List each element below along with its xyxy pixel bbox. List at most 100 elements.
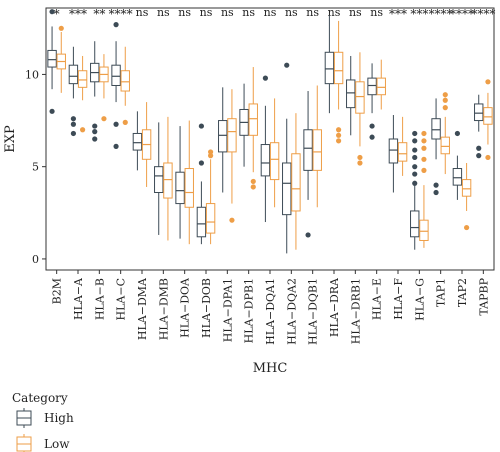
box-body bbox=[154, 166, 164, 194]
box-body bbox=[175, 171, 185, 205]
box-body bbox=[324, 51, 335, 85]
box-high bbox=[474, 94, 484, 159]
box-low bbox=[355, 52, 365, 166]
outlier-point bbox=[101, 116, 107, 122]
box-low bbox=[483, 79, 493, 161]
box-high bbox=[303, 91, 313, 238]
significance-label: ** bbox=[93, 7, 105, 21]
box-body bbox=[440, 136, 450, 155]
significance-label: **** bbox=[450, 7, 474, 21]
outlier-point bbox=[357, 154, 363, 161]
box-body bbox=[303, 129, 313, 171]
box-body bbox=[260, 144, 271, 177]
y-axis: 0 5 10 bbox=[25, 68, 46, 266]
significance-label: **** bbox=[109, 7, 133, 21]
box-body bbox=[111, 64, 121, 86]
x-tick-label: HLA−DRB1 bbox=[349, 278, 362, 344]
box-high bbox=[346, 55, 356, 136]
legend: Category High Low bbox=[12, 391, 74, 452]
box-body bbox=[367, 77, 377, 96]
outlier-point bbox=[198, 123, 204, 129]
outlier-point bbox=[442, 97, 448, 103]
box-low bbox=[56, 25, 66, 93]
outlier-point bbox=[464, 224, 470, 231]
outlier-point bbox=[454, 130, 460, 137]
outlier-point bbox=[433, 182, 439, 188]
x-tick-label: TAPBP bbox=[477, 277, 490, 315]
outlier-point bbox=[442, 105, 448, 111]
box-high bbox=[431, 98, 441, 196]
significance-label: ns bbox=[370, 6, 383, 19]
outlier-point bbox=[49, 9, 55, 15]
y-tick-label: 10 bbox=[25, 68, 39, 81]
x-tick-label: TAP1 bbox=[435, 278, 448, 307]
box-body bbox=[431, 118, 441, 140]
outlier-point bbox=[476, 145, 482, 151]
significance-label: ns bbox=[285, 6, 298, 19]
x-tick-label: HLA−DPB1 bbox=[243, 278, 256, 343]
box-body bbox=[120, 70, 130, 92]
legend-label: Low bbox=[44, 437, 70, 451]
outlier-point bbox=[92, 136, 98, 142]
significance-label: ns bbox=[157, 6, 170, 19]
outlier-point bbox=[412, 138, 418, 144]
x-tick-label: TAP2 bbox=[456, 278, 469, 307]
box-low bbox=[312, 85, 322, 208]
outlier-point bbox=[336, 132, 342, 138]
outlier-point bbox=[485, 154, 491, 161]
box-high bbox=[452, 130, 463, 200]
x-axis: B2M HLA−A HLA−B HLA−C HLA−DMA HLA−DMB HLA−DOA H… bbox=[51, 270, 490, 345]
box-low bbox=[397, 116, 408, 176]
significance-label: ns bbox=[221, 6, 234, 19]
outlier-point bbox=[485, 79, 491, 85]
outlier-point bbox=[250, 178, 256, 185]
box-low bbox=[141, 102, 152, 187]
significance-label: ns bbox=[136, 6, 149, 19]
box-body bbox=[410, 210, 420, 238]
outlier-point bbox=[412, 164, 418, 170]
box-high bbox=[388, 115, 399, 193]
box-high bbox=[260, 75, 271, 223]
outlier-point bbox=[198, 160, 204, 166]
box-body bbox=[196, 206, 207, 238]
outlier-point bbox=[58, 25, 64, 31]
outlier-point bbox=[476, 153, 482, 159]
significance-label: ns bbox=[328, 6, 341, 19]
legend-label: High bbox=[44, 411, 74, 425]
legend-item-low: Low bbox=[16, 434, 70, 452]
box-high bbox=[410, 130, 420, 250]
box-low bbox=[440, 92, 450, 175]
box-high bbox=[218, 87, 228, 193]
box-low bbox=[77, 55, 88, 133]
x-tick-label: HLA−C bbox=[115, 278, 128, 320]
x-tick-label: HLA−B bbox=[93, 278, 106, 320]
outlier-point bbox=[421, 138, 427, 144]
box-high bbox=[175, 126, 185, 239]
box-body bbox=[248, 103, 258, 136]
significance-label: ns bbox=[349, 6, 362, 19]
significance-label: *** bbox=[410, 7, 428, 21]
plot-area bbox=[45, 7, 495, 271]
significance-label: ns bbox=[306, 6, 319, 19]
y-tick-label: 5 bbox=[32, 161, 39, 174]
outlier-point bbox=[336, 138, 342, 144]
x-tick-label: HLA−DMB bbox=[157, 278, 170, 340]
outlier-point bbox=[250, 184, 256, 190]
x-tick-label: HLA−DOA bbox=[179, 277, 192, 338]
outlier-point bbox=[80, 127, 86, 133]
box-body bbox=[483, 107, 493, 125]
outlier-point bbox=[284, 62, 290, 68]
legend-item-high: High bbox=[16, 408, 74, 428]
box-body bbox=[355, 81, 365, 114]
outlier-point bbox=[421, 145, 427, 151]
outlier-point bbox=[357, 160, 363, 166]
box-body bbox=[205, 203, 216, 234]
box-body bbox=[452, 168, 463, 186]
box-high bbox=[367, 63, 377, 140]
box-low bbox=[419, 130, 429, 248]
box-body bbox=[77, 70, 88, 88]
outlier-point bbox=[433, 189, 439, 196]
x-tick-label: HLA−DRA bbox=[328, 277, 341, 337]
box-body bbox=[47, 49, 57, 68]
